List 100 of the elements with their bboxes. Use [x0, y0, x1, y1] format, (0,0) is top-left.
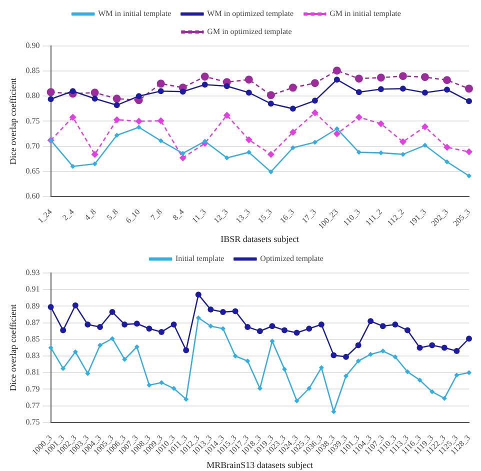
point — [355, 342, 362, 348]
x-tick-label: 8_4 — [170, 207, 186, 222]
point — [465, 84, 473, 93]
y-tick-label: 0.89 — [26, 301, 40, 310]
point — [312, 98, 318, 104]
point — [245, 136, 252, 144]
legend-label: GM in optimized template — [207, 27, 292, 36]
point — [98, 342, 102, 348]
point — [146, 382, 152, 388]
point — [368, 352, 374, 357]
point — [466, 370, 472, 376]
point — [466, 336, 472, 342]
point — [156, 80, 165, 88]
point — [97, 324, 103, 330]
point — [170, 321, 177, 328]
y-tick-label: 0.77 — [26, 400, 40, 410]
point — [421, 123, 428, 130]
point — [417, 378, 422, 383]
point — [454, 348, 460, 354]
point — [48, 345, 54, 350]
point — [268, 169, 274, 174]
point — [392, 354, 398, 360]
point — [91, 150, 98, 158]
point — [334, 76, 340, 83]
point — [318, 365, 324, 370]
y-tick-label: 0.81 — [26, 368, 40, 377]
point — [159, 380, 164, 386]
point — [158, 138, 164, 144]
point — [112, 94, 121, 103]
point — [355, 114, 362, 121]
y-tick-label: 0.85 — [26, 66, 40, 76]
point — [344, 373, 348, 378]
point — [223, 112, 230, 119]
point — [202, 138, 208, 144]
point — [311, 109, 318, 116]
point — [404, 327, 410, 334]
point — [224, 155, 230, 160]
legend-label: Initial template — [176, 254, 225, 264]
y-tick-label: 0.90 — [26, 41, 40, 50]
point — [306, 386, 312, 391]
point — [257, 386, 262, 391]
point — [180, 150, 186, 156]
point — [60, 366, 66, 371]
point — [454, 372, 460, 378]
point — [416, 344, 423, 351]
point — [92, 161, 98, 166]
point — [290, 145, 296, 150]
y-tick-label: 0.93 — [26, 268, 40, 278]
point — [330, 352, 337, 358]
point — [244, 76, 253, 84]
point — [69, 114, 76, 121]
y-tick-label: 0.75 — [26, 418, 40, 427]
point — [196, 315, 201, 320]
point — [122, 321, 128, 328]
point — [245, 358, 250, 364]
point — [224, 83, 230, 90]
point — [331, 409, 336, 414]
point — [232, 354, 238, 359]
legend-label: Optimized template — [260, 254, 324, 264]
y-tick-label: 0.91 — [26, 284, 40, 294]
point — [92, 96, 98, 102]
point — [282, 366, 287, 372]
point — [343, 354, 349, 360]
point — [90, 88, 99, 97]
point — [400, 86, 406, 92]
point — [356, 150, 362, 155]
point — [268, 100, 274, 107]
point — [398, 72, 407, 80]
point — [110, 336, 115, 342]
point — [289, 128, 296, 136]
x-tick-label: 12_3 — [212, 207, 230, 226]
point — [48, 96, 54, 102]
point — [466, 148, 472, 156]
point — [146, 326, 152, 332]
point — [136, 93, 142, 100]
point — [136, 124, 142, 130]
x-tick-label: 7_8 — [148, 207, 164, 222]
point — [134, 320, 140, 327]
point — [158, 88, 164, 94]
point — [195, 292, 202, 298]
point — [269, 323, 276, 330]
point — [376, 74, 385, 82]
point — [122, 356, 128, 362]
x-tick-label: 15_3 — [256, 207, 274, 226]
point — [114, 102, 120, 108]
point — [356, 89, 362, 96]
point — [232, 308, 238, 314]
point — [334, 126, 340, 132]
point — [294, 398, 300, 404]
point — [184, 396, 189, 402]
x-tick-label: 11_3 — [190, 207, 208, 225]
point — [288, 84, 297, 92]
point — [179, 154, 186, 162]
point — [294, 330, 300, 336]
point — [109, 309, 116, 316]
y-tick-label: 0.79 — [26, 384, 40, 394]
x-tick-label: 6_10 — [124, 207, 142, 226]
point — [318, 321, 324, 328]
point — [70, 88, 76, 94]
point — [442, 76, 451, 84]
